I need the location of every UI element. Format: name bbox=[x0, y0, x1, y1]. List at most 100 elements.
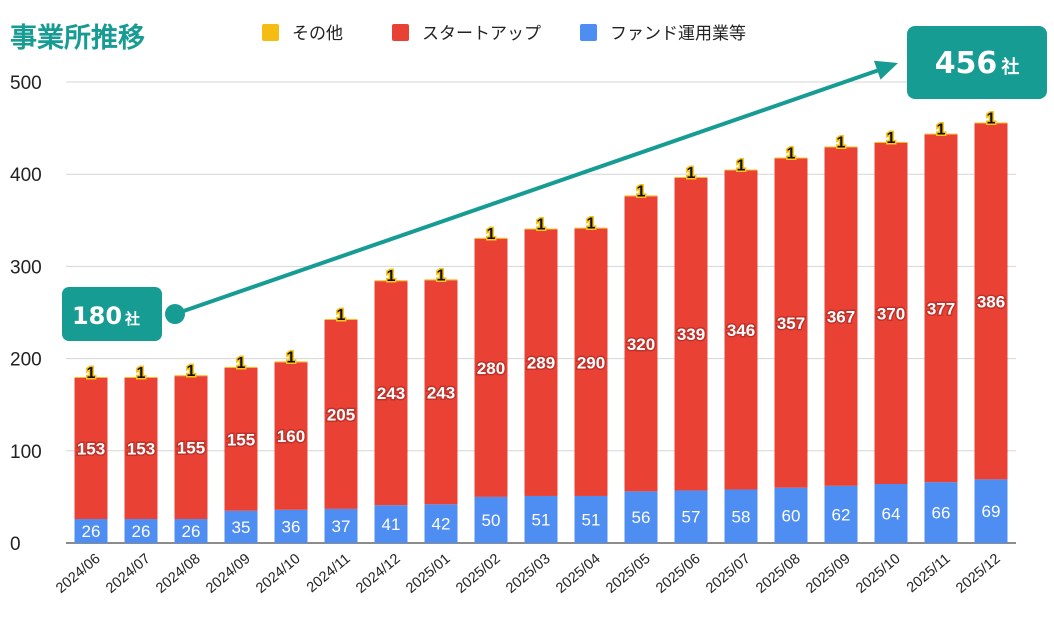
data-label-other: 1 bbox=[687, 165, 696, 182]
data-label-other: 1 bbox=[887, 130, 896, 147]
bar-other bbox=[124, 377, 158, 378]
data-label-fund: 57 bbox=[682, 508, 701, 527]
x-tick-label: 2025/03 bbox=[503, 551, 553, 597]
data-label-startup: 153 bbox=[77, 439, 105, 458]
data-label-startup: 386 bbox=[977, 292, 1005, 311]
bar-other bbox=[174, 375, 208, 377]
bar-stack-2025/08: 60 357 1 bbox=[774, 144, 808, 543]
callout-start: 180 社 bbox=[62, 287, 162, 341]
bar-startup bbox=[624, 196, 658, 492]
data-label-startup: 155 bbox=[227, 430, 255, 449]
callout-end-unit: 社 bbox=[1001, 56, 1019, 78]
bar-other bbox=[924, 133, 958, 135]
bar-stack-2024/07: 26 153 1 bbox=[124, 364, 158, 543]
callout-start-number: 180 bbox=[72, 302, 122, 330]
y-tick-label: 100 bbox=[10, 442, 42, 463]
bar-fund bbox=[974, 479, 1008, 543]
bar-stack-2025/05: 56 320 1 bbox=[624, 182, 658, 543]
bar-fund bbox=[524, 495, 558, 543]
x-tick-label: 2025/07 bbox=[703, 551, 753, 597]
y-tick-label: 400 bbox=[10, 165, 42, 186]
bar-startup bbox=[374, 281, 408, 506]
bar-stack-2025/12: 69 386 1 bbox=[974, 109, 1008, 543]
bar-fund bbox=[174, 519, 208, 543]
y-tick-label: 500 bbox=[10, 73, 42, 94]
bar-startup bbox=[574, 228, 608, 496]
x-tick-label: 2024/10 bbox=[253, 551, 303, 597]
bar-startup bbox=[324, 319, 358, 509]
data-label-other: 1 bbox=[937, 122, 946, 139]
data-label-startup: 367 bbox=[827, 308, 855, 327]
bar-other bbox=[974, 122, 1008, 124]
bar-stack-2025/01: 42 243 1 bbox=[424, 266, 458, 543]
bar-fund bbox=[74, 519, 108, 543]
callout-end: 456 社 bbox=[907, 26, 1047, 99]
callout-end-text: 456 社 bbox=[935, 46, 1020, 81]
data-label-fund: 51 bbox=[582, 510, 601, 529]
bar-stack-2025/02: 50 280 1 bbox=[474, 224, 508, 543]
chart-legend: その他 スタートアップ ファンド運用業等 bbox=[262, 24, 746, 44]
data-label-startup: 289 bbox=[527, 354, 555, 373]
bar-stack-2025/10: 64 370 1 bbox=[874, 128, 908, 543]
bar-other bbox=[374, 280, 408, 282]
x-tick-label: 2025/04 bbox=[553, 551, 603, 597]
data-label-fund: 42 bbox=[432, 515, 451, 534]
x-tick-label: 2025/05 bbox=[603, 551, 653, 597]
bar-stack-2025/06: 57 339 1 bbox=[674, 163, 708, 543]
bars: 2615312615312615513515513616013720514124… bbox=[74, 109, 1008, 543]
bar-startup bbox=[974, 123, 1008, 480]
bar-other bbox=[624, 195, 658, 197]
data-label-fund: 50 bbox=[482, 511, 501, 530]
bar-stack-2024/08: 26 155 1 bbox=[174, 362, 208, 543]
data-label-fund: 66 bbox=[932, 504, 951, 523]
callout-start-box bbox=[62, 287, 162, 341]
trend-line bbox=[174, 67, 883, 316]
data-label-startup: 155 bbox=[177, 439, 205, 458]
data-label-fund: 60 bbox=[782, 506, 801, 525]
bar-fund bbox=[124, 519, 158, 543]
x-tick-label: 2025/01 bbox=[403, 551, 453, 597]
bar-fund bbox=[574, 495, 608, 543]
bar-fund bbox=[824, 485, 858, 543]
bar-fund bbox=[374, 505, 408, 543]
data-label-other: 1 bbox=[537, 217, 546, 234]
bar-other bbox=[774, 157, 808, 159]
data-label-fund: 26 bbox=[182, 522, 201, 541]
bar-other bbox=[424, 279, 458, 281]
data-label-other: 1 bbox=[387, 268, 396, 285]
data-label-other: 1 bbox=[437, 267, 446, 284]
x-tick-label: 2025/12 bbox=[953, 551, 1003, 597]
data-label-startup: 243 bbox=[377, 384, 405, 403]
y-tick-label: 300 bbox=[10, 257, 42, 278]
data-label-other: 1 bbox=[137, 365, 146, 382]
x-tick-label: 2025/11 bbox=[904, 551, 954, 596]
bar-startup bbox=[674, 177, 708, 491]
chart-title: 事業所推移 bbox=[10, 23, 145, 54]
bar-startup bbox=[74, 377, 108, 520]
bar-stack-2025/09: 62 367 1 bbox=[824, 133, 858, 543]
bar-stack-2024/11: 37 205 1 bbox=[324, 305, 358, 543]
data-label-other: 1 bbox=[237, 355, 246, 372]
bar-startup bbox=[274, 362, 308, 510]
bar-fund bbox=[674, 490, 708, 543]
legend-swatch bbox=[580, 24, 597, 41]
bar-fund bbox=[624, 491, 658, 543]
bar-other bbox=[874, 141, 908, 143]
y-tick-label: 0 bbox=[10, 534, 21, 555]
data-label-fund: 64 bbox=[882, 504, 901, 523]
data-label-startup: 339 bbox=[677, 325, 705, 344]
trend-arrow bbox=[165, 60, 898, 324]
bar-fund bbox=[874, 483, 908, 543]
data-label-fund: 58 bbox=[732, 507, 751, 526]
y-tick-label: 200 bbox=[10, 350, 42, 371]
bar-fund bbox=[724, 489, 758, 543]
bar-startup bbox=[774, 158, 808, 488]
data-label-other: 1 bbox=[187, 363, 196, 380]
bar-other bbox=[274, 361, 308, 363]
data-label-startup: 280 bbox=[477, 359, 505, 378]
bar-fund bbox=[324, 508, 358, 543]
bar-fund bbox=[774, 487, 808, 543]
x-tick-label: 2024/08 bbox=[153, 551, 203, 597]
bar-other bbox=[574, 227, 608, 229]
